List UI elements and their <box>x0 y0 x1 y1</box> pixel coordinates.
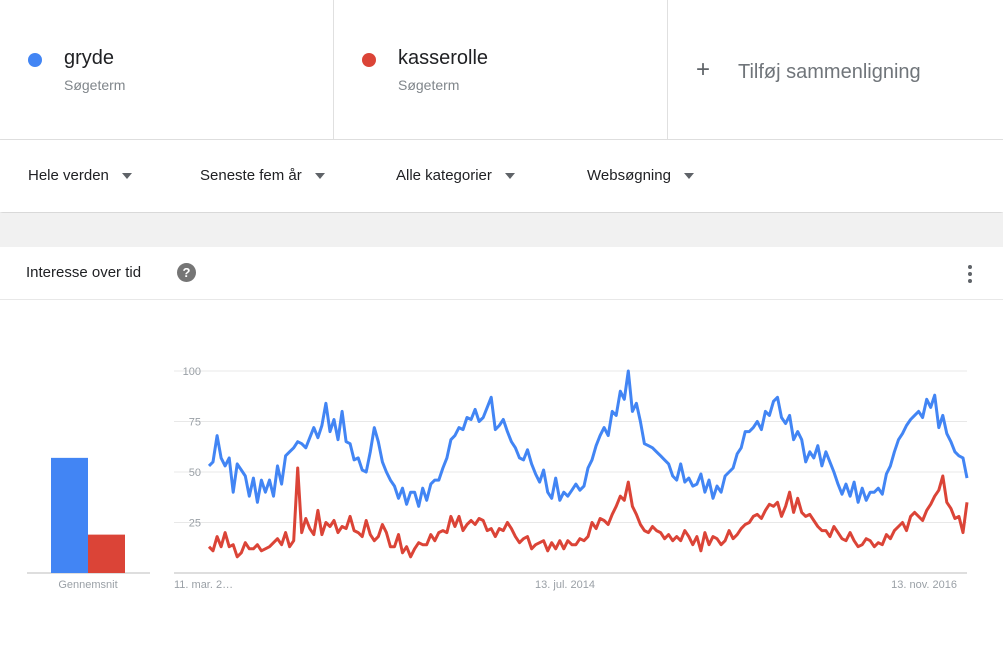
y-axis-labels: 100 75 50 25 <box>183 366 201 530</box>
y-tick-label: 100 <box>183 366 201 378</box>
series-line <box>207 466 969 559</box>
card-header: Interesse over tid ? <box>0 247 1003 300</box>
search-term-name[interactable]: kasserolle <box>398 47 489 69</box>
x-axis-labels: 11. mar. 2… 13. jul. 2014 13. nov. 2016 <box>174 579 957 591</box>
average-bars: Gennemsnit <box>27 457 150 591</box>
dropdown-label: Websøgning <box>587 167 671 184</box>
dropdown-label: Hele verden <box>28 167 109 184</box>
search-term-card[interactable]: gryde Søgeterm <box>0 0 334 140</box>
x-tick-label: 13. nov. 2016 <box>891 579 957 591</box>
search-type-dropdown[interactable]: Websøgning <box>587 167 694 184</box>
interest-over-time-card: Interesse over tid ? 100 75 50 25 Gennemsni… <box>0 247 1003 652</box>
add-comparison-label: Tilføj sammenligning <box>738 61 921 83</box>
x-tick-label: 13. jul. 2014 <box>535 579 595 591</box>
y-tick-label: 25 <box>189 518 201 530</box>
region-dropdown[interactable]: Hele verden <box>28 167 132 184</box>
plus-icon: + <box>696 56 711 83</box>
series-line <box>207 369 969 508</box>
search-term-type: Søgeterm <box>64 77 126 93</box>
search-term-name[interactable]: gryde <box>64 47 115 69</box>
category-dropdown[interactable]: Alle kategorier <box>396 167 515 184</box>
average-bar <box>88 534 125 573</box>
section-divider <box>0 213 1003 247</box>
search-term-type: Søgeterm <box>398 77 460 93</box>
series-color-dot <box>362 53 376 67</box>
y-tick-label: 75 <box>189 417 201 429</box>
y-tick-label: 50 <box>189 467 201 479</box>
dropdown-label: Seneste fem år <box>200 167 302 184</box>
caret-down-icon <box>504 172 515 179</box>
average-bar <box>51 457 88 573</box>
search-term-card[interactable]: kasserolle Søgeterm <box>334 0 668 140</box>
help-icon[interactable]: ? <box>177 263 196 282</box>
filter-bar: Hele verden Seneste fem år Alle kategori… <box>0 140 1003 212</box>
average-label: Gennemsnit <box>58 579 117 591</box>
more-options-icon[interactable] <box>961 263 979 285</box>
add-comparison-button[interactable]: + Tilføj sammenligning <box>668 0 1003 139</box>
interest-chart[interactable]: 100 75 50 25 Gennemsnit 11. mar. 2… 13. jul.… <box>0 299 1003 652</box>
dropdown-label: Alle kategorier <box>396 167 492 184</box>
caret-down-icon <box>314 172 325 179</box>
search-terms-bar: gryde Søgeterm kasserolle Søgeterm + Til… <box>0 0 1003 140</box>
caret-down-icon <box>683 172 694 179</box>
x-tick-label: 11. mar. 2… <box>174 579 233 591</box>
series-color-dot <box>28 53 42 67</box>
time-range-dropdown[interactable]: Seneste fem år <box>200 167 325 184</box>
caret-down-icon <box>121 172 132 179</box>
card-title: Interesse over tid <box>26 264 142 281</box>
series-lines <box>207 369 969 559</box>
